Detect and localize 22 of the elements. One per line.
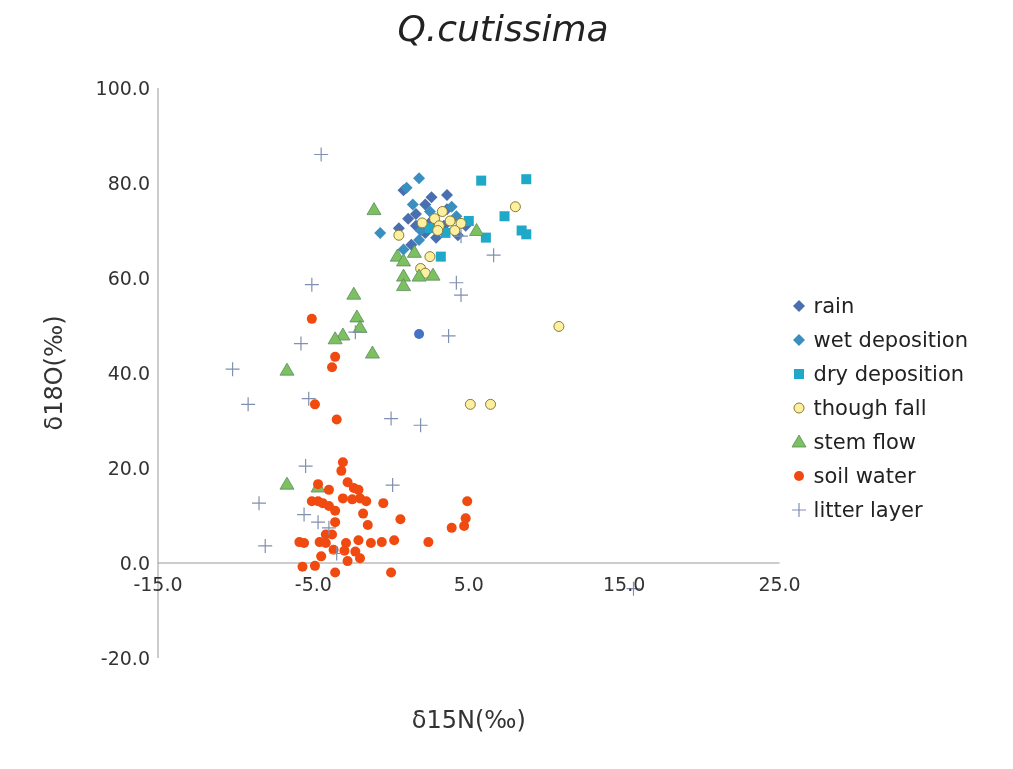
x-tick-label: 5.0 (453, 573, 484, 595)
y-axis-title: δ18O(‰) (39, 315, 68, 431)
x-tick-label: 25.0 (758, 573, 801, 595)
y-tick-label: 40.0 (107, 361, 150, 384)
y-tick-label: -20.0 (100, 646, 150, 669)
legend-label: dry deposition (813, 361, 965, 388)
y-tick-label: 60.0 (107, 266, 150, 289)
x-tick-label: 15.0 (603, 573, 646, 595)
x-tick-label: -5.0 (294, 573, 332, 595)
y-tick-label: 0.0 (119, 551, 150, 574)
legend-label: stem flow (813, 429, 917, 456)
legend-label: litter layer (813, 497, 923, 524)
x-axis-title: δ15N(‰) (411, 706, 526, 734)
chart-title: Q.cutissima (396, 8, 610, 51)
y-tick-label: 80.0 (107, 171, 150, 194)
y-tick-label: 100.0 (95, 76, 150, 99)
legend-label: soil water (813, 463, 916, 490)
legend-label: wet deposition (813, 327, 968, 354)
x-tick-label: -15.0 (133, 573, 183, 595)
y-tick-label: 20.0 (107, 456, 150, 479)
legend-label: rain (813, 293, 855, 320)
legend-label: though fall (813, 395, 927, 422)
